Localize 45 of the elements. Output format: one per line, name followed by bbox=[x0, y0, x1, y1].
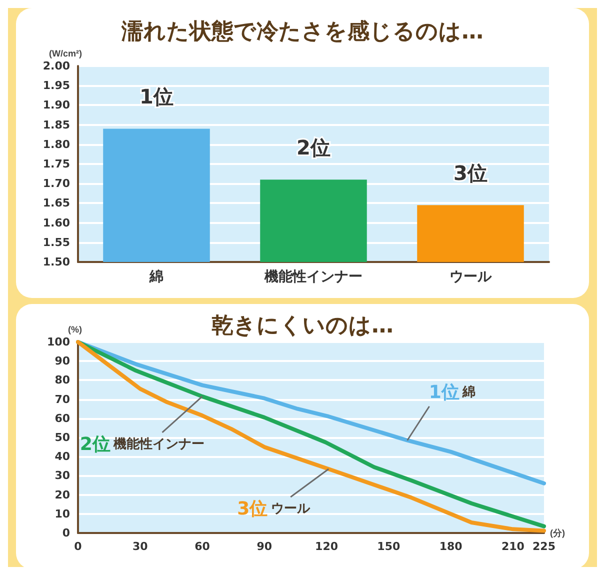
x-tick-label: 180 bbox=[439, 540, 463, 553]
x-axis-title: (分) bbox=[550, 528, 565, 538]
y-tick-label: 1.60 bbox=[42, 216, 70, 230]
y-tick-label: 100 bbox=[47, 336, 70, 348]
y-tick-label: 1.55 bbox=[42, 236, 70, 249]
series-label: 3位 ウール bbox=[237, 498, 312, 520]
y-tick-label: 10 bbox=[54, 507, 70, 520]
y-tick-label: 1.50 bbox=[42, 256, 70, 268]
chart-title: 乾きにくいのは… bbox=[212, 314, 394, 338]
y-tick-label: 1.80 bbox=[42, 138, 70, 151]
y-tick-label: 1.75 bbox=[42, 158, 70, 170]
y-tick-label: 2.00 bbox=[42, 60, 70, 72]
y-tick-label: 40 bbox=[54, 450, 70, 464]
chart-title: 濡れた状態で冷たさを感じるのは… bbox=[120, 18, 484, 44]
x-tick-label: 150 bbox=[377, 540, 400, 553]
y-tick-label: 1.85 bbox=[42, 118, 70, 132]
y-tick-label: 1.65 bbox=[42, 196, 70, 210]
y-tick-label: 90 bbox=[54, 354, 70, 368]
y-tick-label: 0 bbox=[62, 526, 70, 540]
y-tick-label: 1.90 bbox=[42, 98, 70, 112]
x-tick-label: ウール bbox=[450, 269, 492, 285]
x-tick-label: 機能性インナー bbox=[264, 269, 362, 285]
x-tick-label: 綿 bbox=[148, 269, 164, 285]
annotation: 2位 bbox=[296, 136, 330, 160]
y-tick-label: 1.70 bbox=[42, 177, 70, 190]
y-tick-label: 1.95 bbox=[42, 79, 70, 92]
x-tick-label: 120 bbox=[315, 540, 338, 553]
x-tick-label: 90 bbox=[256, 540, 272, 553]
text: 1位 綿 bbox=[428, 382, 476, 403]
x-tick-label: 0 bbox=[74, 540, 82, 553]
y-axis-title: (W/cm²) bbox=[49, 48, 82, 58]
x-tick-label: 225 bbox=[532, 540, 556, 553]
y-tick-label: 30 bbox=[54, 469, 70, 482]
y-axis-title: (%) bbox=[68, 324, 82, 334]
y-tick-label: 50 bbox=[54, 431, 70, 444]
y-tick-label: 80 bbox=[54, 374, 70, 387]
y-tick-label: 20 bbox=[54, 488, 70, 502]
x-tick-label: 60 bbox=[194, 540, 210, 553]
y-tick-label: 60 bbox=[54, 412, 70, 425]
y-tick-label: 70 bbox=[54, 392, 70, 406]
annotation: 3位 bbox=[454, 161, 488, 186]
series-label: 2位 機能性インナー bbox=[80, 434, 205, 455]
x-tick-label: 210 bbox=[501, 540, 525, 553]
annotation: 1位 bbox=[140, 84, 174, 109]
x-tick-label: 30 bbox=[132, 540, 148, 553]
